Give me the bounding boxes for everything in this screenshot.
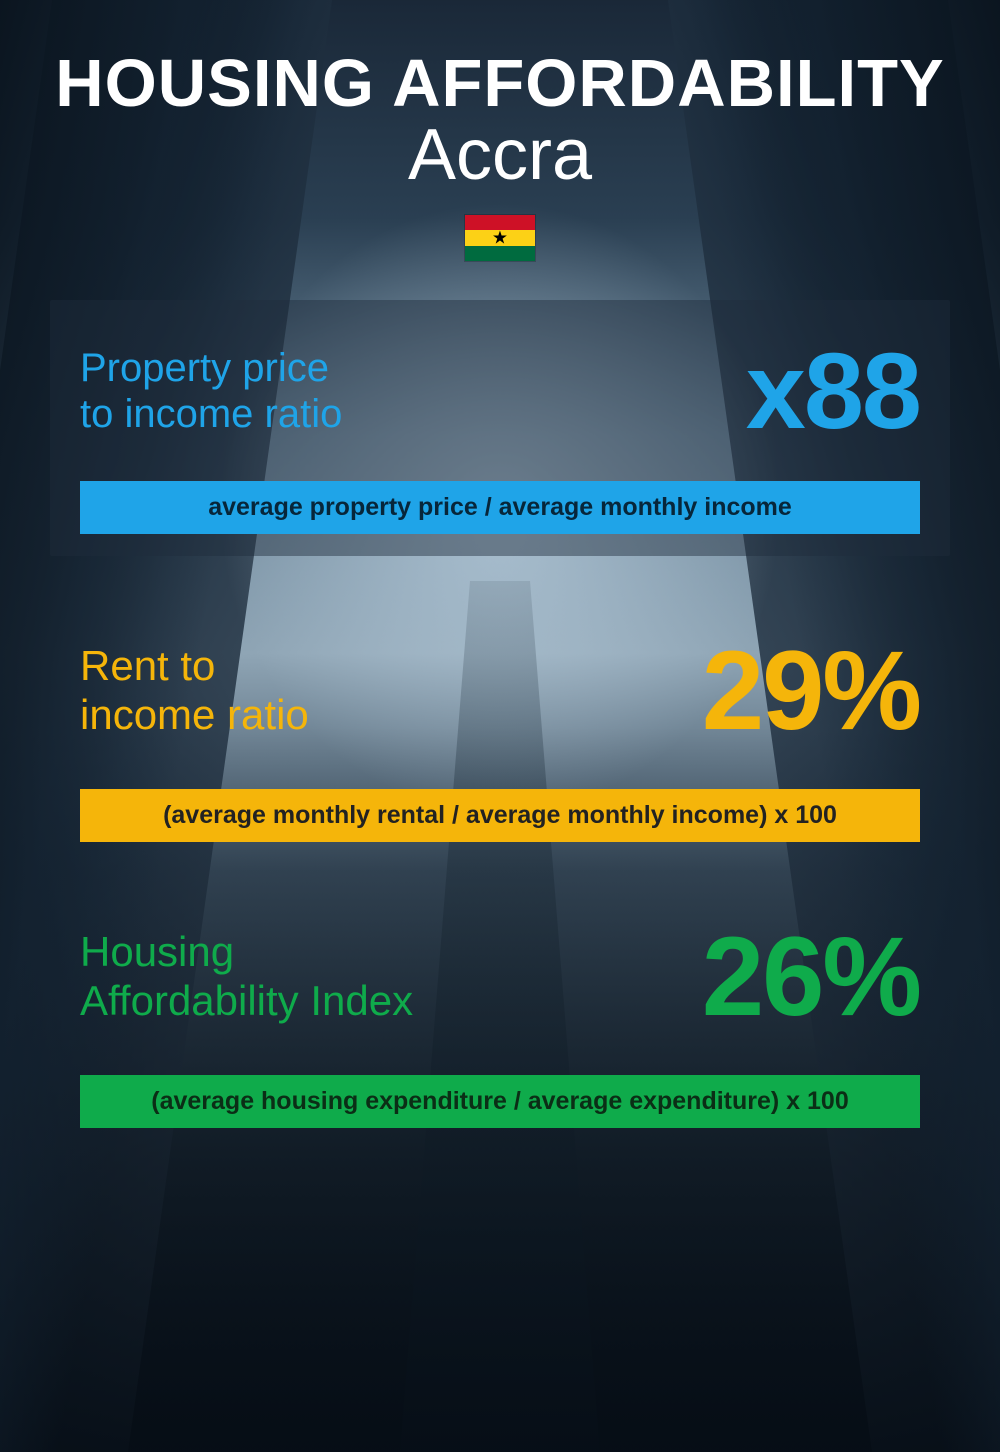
metric-row: Property price to income ratio x88 xyxy=(80,328,920,453)
metric-block-hai: Housing Affordability Index 26% (average… xyxy=(50,912,950,1128)
flag-star-icon: ★ xyxy=(492,229,508,247)
flag-stripe-green xyxy=(465,246,535,261)
ghana-flag-icon: ★ xyxy=(464,214,536,262)
formula-bar-rent: (average monthly rental / average monthl… xyxy=(80,789,920,842)
metric-value-hai: 26% xyxy=(702,912,920,1041)
page-title: HOUSING AFFORDABILITY xyxy=(50,45,950,122)
metric-label-hai: Housing Affordability Index xyxy=(80,928,413,1025)
metric-value-rent: 29% xyxy=(702,626,920,755)
metric-label-property-price: Property price to income ratio xyxy=(80,345,342,437)
metric-card-property-price: Property price to income ratio x88 avera… xyxy=(50,300,950,556)
page-subtitle: Accra xyxy=(50,114,950,196)
formula-bar-property-price: average property price / average monthly… xyxy=(80,481,920,534)
metric-row: Housing Affordability Index 26% xyxy=(80,912,920,1041)
metric-value-property-price: x88 xyxy=(746,328,920,453)
formula-bar-hai: (average housing expenditure / average e… xyxy=(80,1075,920,1128)
content-area: HOUSING AFFORDABILITY Accra ★ Property p… xyxy=(0,0,1000,1452)
metric-label-rent: Rent to income ratio xyxy=(80,642,309,739)
metric-block-rent: Rent to income ratio 29% (average monthl… xyxy=(50,626,950,842)
metric-row: Rent to income ratio 29% xyxy=(80,626,920,755)
